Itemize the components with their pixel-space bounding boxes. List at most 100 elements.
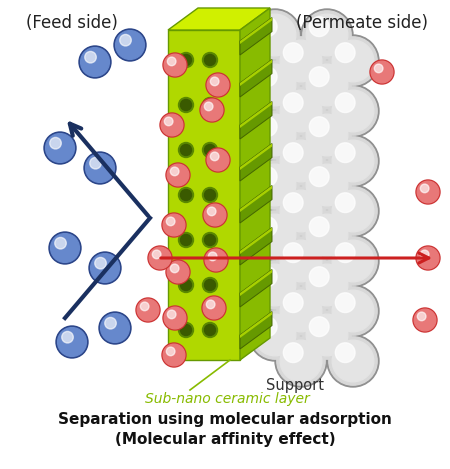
Circle shape bbox=[251, 61, 299, 109]
Circle shape bbox=[257, 117, 277, 136]
Circle shape bbox=[200, 98, 224, 122]
Circle shape bbox=[254, 64, 296, 106]
Circle shape bbox=[301, 9, 353, 61]
Circle shape bbox=[275, 35, 327, 87]
Polygon shape bbox=[240, 227, 272, 265]
Circle shape bbox=[180, 234, 192, 245]
Circle shape bbox=[417, 181, 439, 203]
Circle shape bbox=[163, 306, 187, 330]
Circle shape bbox=[277, 237, 325, 285]
Circle shape bbox=[56, 326, 88, 358]
Circle shape bbox=[251, 211, 299, 259]
Circle shape bbox=[166, 347, 175, 356]
Circle shape bbox=[275, 235, 327, 287]
Circle shape bbox=[204, 325, 216, 335]
Circle shape bbox=[309, 217, 329, 236]
Circle shape bbox=[99, 312, 131, 344]
Circle shape bbox=[166, 217, 175, 226]
Circle shape bbox=[207, 149, 229, 171]
Polygon shape bbox=[240, 227, 272, 254]
Circle shape bbox=[329, 237, 377, 285]
Circle shape bbox=[257, 167, 277, 187]
Circle shape bbox=[277, 187, 325, 235]
Text: Sub-nano ceramic layer: Sub-nano ceramic layer bbox=[145, 392, 310, 406]
Circle shape bbox=[329, 337, 377, 385]
Circle shape bbox=[50, 137, 61, 149]
Circle shape bbox=[309, 267, 329, 287]
Circle shape bbox=[306, 14, 348, 56]
Circle shape bbox=[416, 246, 440, 270]
Circle shape bbox=[152, 250, 161, 259]
Circle shape bbox=[162, 213, 186, 237]
Circle shape bbox=[257, 317, 277, 337]
Circle shape bbox=[210, 152, 219, 161]
Circle shape bbox=[249, 109, 301, 161]
Circle shape bbox=[275, 185, 327, 237]
Circle shape bbox=[116, 30, 144, 60]
Circle shape bbox=[301, 259, 353, 311]
Circle shape bbox=[301, 309, 353, 361]
Polygon shape bbox=[240, 60, 272, 86]
Circle shape bbox=[251, 111, 299, 159]
Circle shape bbox=[179, 53, 194, 68]
Circle shape bbox=[204, 189, 216, 201]
Polygon shape bbox=[240, 270, 272, 307]
Circle shape bbox=[335, 193, 355, 212]
Circle shape bbox=[280, 190, 322, 232]
Circle shape bbox=[105, 318, 116, 329]
Circle shape bbox=[327, 35, 379, 87]
Circle shape bbox=[170, 167, 179, 176]
Circle shape bbox=[335, 43, 355, 62]
Text: (Permeate side): (Permeate side) bbox=[296, 14, 428, 32]
Circle shape bbox=[309, 67, 329, 87]
Text: Separation using molecular adsorption: Separation using molecular adsorption bbox=[58, 412, 392, 427]
Polygon shape bbox=[168, 8, 270, 30]
Circle shape bbox=[371, 61, 393, 83]
Circle shape bbox=[206, 73, 230, 97]
Circle shape bbox=[303, 211, 351, 259]
Circle shape bbox=[164, 307, 186, 329]
Circle shape bbox=[280, 340, 322, 382]
Circle shape bbox=[370, 60, 394, 84]
Circle shape bbox=[202, 323, 217, 338]
Circle shape bbox=[202, 278, 217, 293]
Circle shape bbox=[44, 132, 76, 164]
Circle shape bbox=[327, 85, 379, 137]
Circle shape bbox=[249, 9, 301, 61]
Circle shape bbox=[166, 260, 190, 284]
Polygon shape bbox=[240, 17, 272, 55]
Circle shape bbox=[257, 267, 277, 287]
Circle shape bbox=[206, 148, 230, 172]
Circle shape bbox=[251, 311, 299, 359]
Circle shape bbox=[179, 278, 194, 293]
Polygon shape bbox=[168, 30, 240, 360]
Circle shape bbox=[332, 140, 374, 182]
Circle shape bbox=[374, 64, 383, 73]
Circle shape bbox=[329, 37, 377, 85]
Circle shape bbox=[277, 337, 325, 385]
Circle shape bbox=[332, 90, 374, 132]
Circle shape bbox=[49, 232, 81, 264]
Circle shape bbox=[332, 190, 374, 232]
Circle shape bbox=[202, 233, 217, 248]
Circle shape bbox=[120, 34, 131, 46]
Polygon shape bbox=[240, 8, 270, 360]
Circle shape bbox=[257, 67, 277, 87]
Circle shape bbox=[55, 237, 66, 249]
Circle shape bbox=[180, 54, 192, 66]
Circle shape bbox=[303, 61, 351, 109]
Circle shape bbox=[301, 159, 353, 211]
Circle shape bbox=[306, 314, 348, 356]
Circle shape bbox=[210, 77, 219, 86]
Circle shape bbox=[202, 143, 217, 158]
Polygon shape bbox=[240, 186, 272, 223]
Circle shape bbox=[327, 185, 379, 237]
Circle shape bbox=[50, 234, 79, 262]
Circle shape bbox=[164, 117, 173, 126]
Polygon shape bbox=[240, 270, 272, 296]
Circle shape bbox=[204, 204, 226, 226]
Circle shape bbox=[332, 40, 374, 82]
Circle shape bbox=[417, 247, 439, 269]
Circle shape bbox=[301, 109, 353, 161]
Circle shape bbox=[249, 309, 301, 361]
